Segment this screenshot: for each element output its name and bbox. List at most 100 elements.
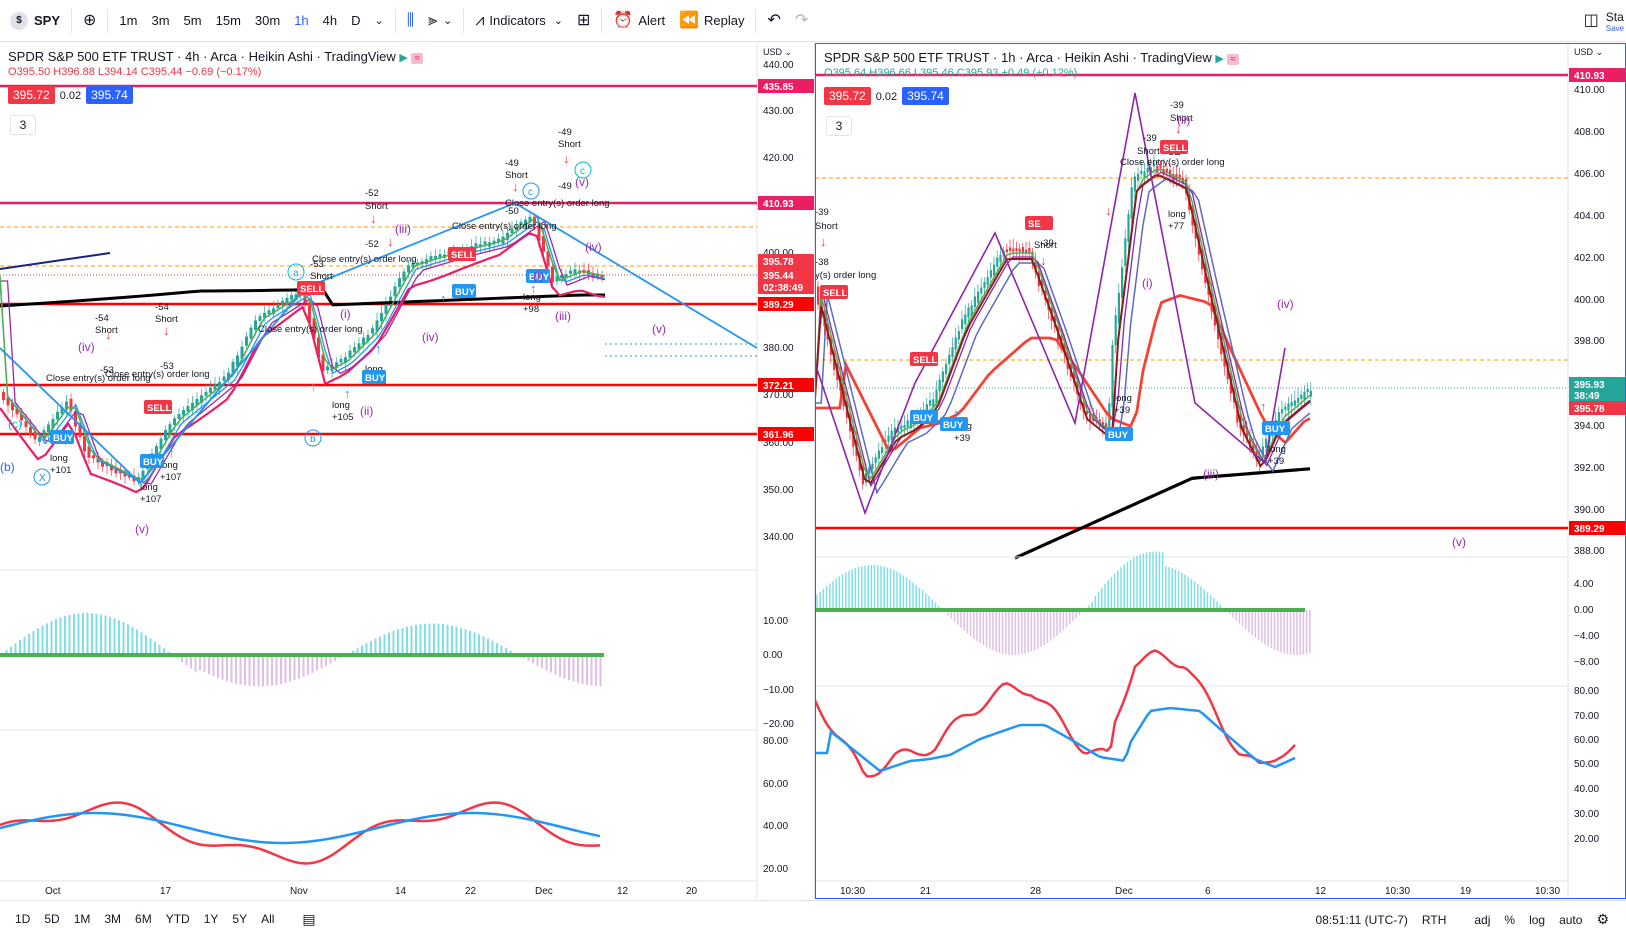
ask-pill[interactable]: 395.74 — [902, 87, 949, 105]
time-tick: 10:30 — [1535, 886, 1560, 897]
candle-body — [317, 337, 320, 358]
price-tag — [758, 196, 814, 210]
interval-d[interactable]: D — [351, 13, 361, 28]
candle-body — [817, 286, 820, 305]
interval-1h[interactable]: 1h — [294, 13, 309, 28]
range-5d[interactable]: 5D — [44, 912, 60, 926]
bid-pill[interactable]: 395.72 — [8, 86, 55, 104]
candle-body — [951, 347, 954, 358]
chart-type-button[interactable]: ⫸ ⌄ — [421, 0, 459, 42]
interval-1m[interactable]: 1m — [119, 13, 138, 28]
price-tag — [1569, 388, 1625, 402]
replay-button[interactable]: ⏪ Replay — [672, 0, 751, 42]
interval-15m[interactable]: 15m — [215, 13, 241, 28]
interval-5m[interactable]: 5m — [183, 13, 202, 28]
sell-arrow-icon: ↓ — [387, 234, 394, 249]
grid-icon: ⊞ — [577, 11, 591, 29]
layout-button[interactable]: ⊞ — [570, 0, 597, 42]
candle-body — [6, 397, 10, 406]
chart-pane-left[interactable]: USD ⌄ 440.00 430.00 420.00 400.00 380.00 370.0… — [0, 43, 815, 899]
log-toggle[interactable]: log — [1529, 912, 1546, 927]
save-area[interactable]: Sta Save — [1606, 0, 1626, 42]
candle-body — [51, 418, 55, 429]
price-tag — [758, 79, 814, 93]
wave-label: (v) — [652, 322, 666, 336]
candle-body — [33, 431, 37, 440]
signal-label: -53 — [100, 365, 114, 376]
interval-30m[interactable]: 30m — [254, 13, 281, 28]
settings-button[interactable]: ⚙ — [1589, 911, 1616, 928]
buy-flag-label: BUY — [455, 287, 476, 298]
layout-toggle-button[interactable]: ◫ — [1577, 0, 1606, 42]
range-all[interactable]: All — [261, 912, 275, 926]
interval-4h[interactable]: 4h — [322, 13, 338, 28]
session-toggle[interactable]: RTH — [1421, 912, 1447, 927]
candle-body — [941, 371, 944, 383]
candle-body — [393, 286, 397, 297]
symbol-search[interactable]: $ SPY — [0, 0, 67, 42]
visibility-icon[interactable]: ▶ — [399, 52, 408, 64]
range-5y[interactable]: 5Y — [232, 912, 248, 926]
candle-body — [290, 295, 293, 300]
candle-body — [1261, 446, 1264, 456]
divider — [394, 8, 396, 33]
time-tick: Nov — [290, 886, 308, 897]
ohlc-readout: O395.64 H396.66 L395.46 C395.93 +0.49 (+… — [824, 67, 1078, 79]
candle-body — [1012, 248, 1015, 252]
signal-label: -53 — [310, 259, 324, 270]
redo-button[interactable]: ↷ — [788, 0, 815, 42]
sell-flag-label: SELL — [913, 355, 937, 366]
price-tag — [1569, 401, 1625, 415]
candle-body — [240, 346, 244, 359]
wave-marker-icon — [33, 468, 51, 486]
chart-canvas-left[interactable]: USD ⌄440.00430.00420.00400.00380.00370.0… — [0, 43, 815, 899]
alert-button[interactable]: ⏰ Alert — [606, 0, 672, 42]
chart-canvas-right[interactable]: USD ⌄ 410.00 408.00 406.00 404.00 402.00 400.0… — [815, 43, 1626, 899]
signal-label: -54 — [95, 313, 109, 324]
sell-arrow-icon: ↓ — [1152, 166, 1159, 181]
price-tick: 394.00 — [1574, 421, 1605, 432]
time-tick: 19 — [1460, 886, 1472, 897]
range-ytd[interactable]: YTD — [165, 912, 190, 926]
indicator-count-toggle[interactable]: 3 — [826, 116, 852, 136]
price-tag — [1569, 377, 1625, 391]
ask-pill[interactable]: 395.74 — [86, 86, 133, 104]
bar-style-button[interactable]: ⫼ — [400, 0, 421, 42]
clock-readout[interactable]: 08:51:11 (UTC-7) — [1315, 912, 1408, 927]
indicator-count-toggle[interactable]: 3 — [10, 115, 36, 135]
candle-body — [218, 381, 221, 388]
candle-body — [893, 427, 896, 435]
open-value: 395.50 — [16, 66, 51, 78]
range-6m[interactable]: 6M — [135, 912, 152, 926]
range-1y[interactable]: 1Y — [203, 912, 219, 926]
candle-body — [1140, 170, 1143, 174]
visibility-icon[interactable]: ▶ — [1215, 53, 1224, 65]
range-3m[interactable]: 3M — [104, 912, 122, 926]
indicator-badge[interactable]: ≈ — [411, 53, 423, 64]
time-tick: 10:30 — [840, 886, 865, 897]
candle-body — [267, 310, 271, 315]
price-tag-label: 395.93 — [1574, 380, 1605, 391]
price-tag-label: 389.29 — [1574, 524, 1605, 535]
compare-button[interactable]: ⊕ — [76, 0, 103, 42]
date-range-button[interactable]: ▤ — [295, 911, 322, 928]
buy-flag-label: BUY — [913, 413, 934, 424]
percent-toggle[interactable]: % — [1504, 912, 1516, 927]
price-tick: 398.00 — [1574, 336, 1605, 347]
interval-3m[interactable]: 3m — [151, 13, 170, 28]
alert-label: Alert — [638, 13, 666, 28]
undo-button[interactable]: ↶ — [760, 0, 787, 42]
range-1d[interactable]: 1D — [15, 912, 31, 926]
signal-label: -49 — [558, 127, 572, 138]
adj-toggle[interactable]: adj — [1474, 912, 1491, 927]
range-1m[interactable]: 1M — [73, 912, 91, 926]
indicators-button[interactable]: ⩘ Indicators ⌄ — [468, 0, 570, 42]
indicator-badge[interactable]: ≈ — [1227, 54, 1239, 65]
bid-pill[interactable]: 395.72 — [824, 87, 871, 105]
interval-dropdown[interactable]: ⌄ — [368, 0, 391, 42]
auto-toggle[interactable]: auto — [1559, 912, 1583, 927]
signal-label: -39 — [1170, 100, 1184, 111]
candle-body — [339, 358, 343, 363]
candle-body — [1300, 394, 1303, 400]
chart-pane-right[interactable]: USD ⌄ 410.00 408.00 406.00 404.00 402.00 400.0… — [815, 43, 1626, 899]
